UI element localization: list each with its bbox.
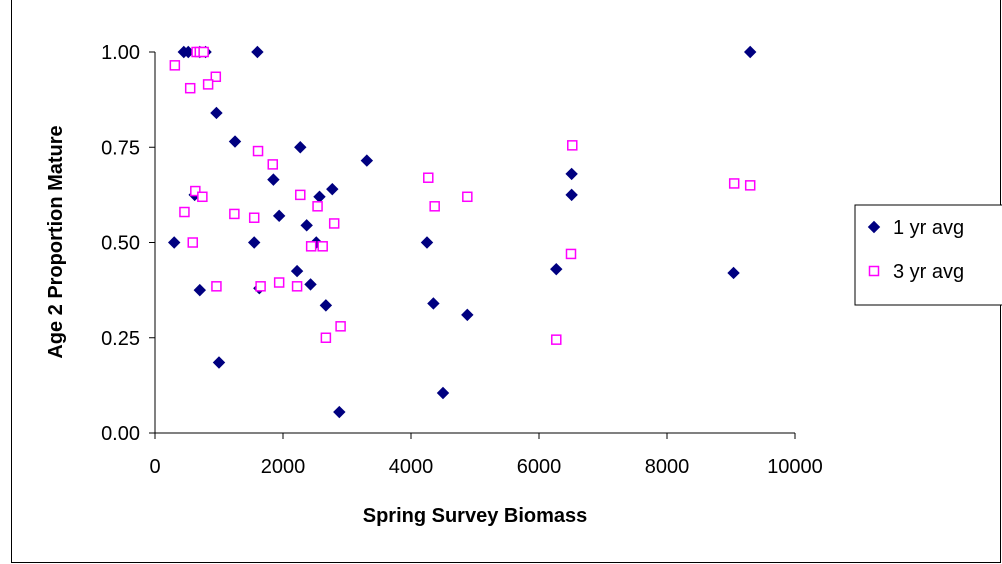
y-tick-label: 0.25 [101,328,140,350]
square-point [187,237,199,248]
square-point [744,180,756,191]
series-diamond [167,45,757,419]
square-point [429,201,440,212]
square-point [210,71,222,83]
diamond-point [212,356,226,369]
square-point [317,241,328,252]
y-axis-title: Age 2 Proportion Mature [45,125,67,358]
x-axis-title: Spring Survey Biomass [363,505,588,527]
diamond-point [210,106,223,120]
diamond-point [193,283,207,297]
series-square [169,46,756,345]
square-point [198,46,209,58]
square-point [169,60,181,71]
diamond-point [360,154,374,167]
y-tick-label: 0.75 [101,137,140,159]
square-point [567,140,578,151]
square-point [295,189,306,201]
x-tick-label: 4000 [389,456,434,478]
legend: 1 yr avg 3 yr avg [854,204,1002,306]
diamond-point [461,308,474,322]
diamond-point [427,297,440,310]
y-tick-label: 0.50 [101,233,140,255]
legend-diamond-marker [867,220,881,234]
diamond-point [436,386,450,400]
diamond-point [290,264,304,278]
square-point [197,191,208,203]
legend-items: 1 yr avg 3 yr avg [867,217,964,283]
diamond-point [727,266,740,280]
diamond-point [326,182,339,196]
y-tick-label: 0.00 [101,423,140,445]
square-point [267,159,279,170]
diamond-point [333,405,346,419]
diamond-point [272,209,286,223]
legend-label: 1 yr avg [893,217,964,239]
diamond-point [294,141,307,154]
chart-frame [11,0,1001,563]
square-point [423,172,434,183]
diamond-point [565,167,578,181]
diamond-point [167,236,181,249]
square-point [211,281,222,292]
square-point [190,185,201,197]
diamond-point [565,188,578,202]
axis-ticks: 0 2000 4000 6000 8000 10000 0.00 0.25 0.50 0.75 1.… [101,42,823,478]
square-point [305,241,317,252]
square-point [728,178,740,189]
square-point [551,334,562,345]
square-point [328,218,340,229]
x-tick-label: 0 [149,456,160,478]
diamond-point [319,299,333,312]
legend-square-marker [868,265,880,277]
square-point [273,277,285,288]
y-tick-label: 1.00 [101,42,140,64]
diamond-point [313,190,326,203]
legend-label: 3 yr avg [893,261,964,283]
square-point [179,206,190,218]
diamond-point [251,45,264,59]
square-point [320,332,332,343]
x-tick-label: 10000 [767,456,823,478]
square-point [291,281,303,292]
square-point [565,248,577,260]
square-point [335,321,346,332]
square-point [312,201,323,212]
diamond-point [247,236,261,249]
square-point [255,281,266,292]
x-tick-label: 2000 [261,456,306,478]
square-point [184,82,196,94]
diamond-point [550,262,563,276]
square-point [229,208,240,220]
diamond-point [743,45,757,59]
diamond-point [228,135,242,148]
diamond-point [420,236,434,249]
square-point [462,191,473,203]
square-point [248,212,260,223]
diamond-point [300,219,313,232]
x-tick-label: 6000 [517,456,562,478]
square-point [252,145,264,157]
legend-box [854,204,1002,306]
diamond-point [304,278,317,291]
diamond-point [267,173,280,186]
x-tick-label: 8000 [645,456,690,478]
data-points [167,45,757,419]
square-point [202,79,214,90]
